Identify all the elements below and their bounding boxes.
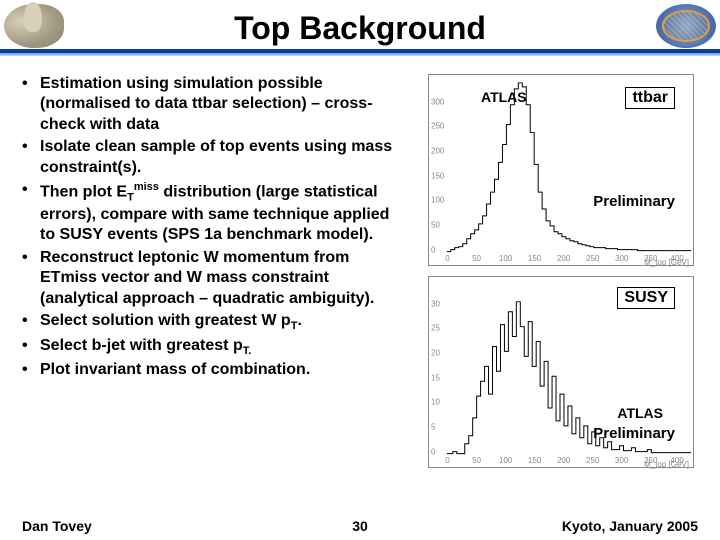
x-axis-label: M_top [GeV] — [644, 460, 689, 469]
ytick: 300 — [431, 97, 444, 106]
xtick: 0 — [445, 254, 449, 263]
footer-venue: Kyoto, January 2005 — [562, 518, 698, 534]
atlas-label: ATLAS — [617, 405, 663, 421]
superscript: miss — [134, 181, 159, 193]
header-divider — [0, 49, 720, 56]
xtick: 300 — [615, 456, 628, 465]
bullet-column: Estimation using simulation possible (no… — [0, 66, 420, 510]
bullet-item: Select solution with greatest W pT. — [22, 311, 408, 333]
atlas-statue-logo — [4, 4, 64, 48]
bullet-item: Plot invariant mass of combination. — [22, 360, 408, 380]
atlas-label: ATLAS — [481, 89, 527, 105]
plot-ttbar: 0 50 100 150 200 250 300 0 50 100 150 20… — [428, 74, 694, 266]
ytick: 30 — [431, 299, 440, 308]
xtick: 150 — [528, 456, 541, 465]
ytick: 15 — [431, 373, 440, 382]
ytick: 200 — [431, 147, 444, 156]
xtick: 0 — [445, 456, 449, 465]
preliminary-label: Preliminary — [593, 193, 675, 210]
xtick: 300 — [615, 254, 628, 263]
xtick: 250 — [586, 456, 599, 465]
ytick: 10 — [431, 398, 440, 407]
plot-column: 0 50 100 150 200 250 300 0 50 100 150 20… — [420, 66, 720, 510]
bullet-text: Reconstruct leptonic W momentum from ETm… — [40, 249, 374, 307]
bullet-list: Estimation using simulation possible (no… — [22, 74, 408, 380]
bullet-text: Isolate clean sample of top events using… — [40, 138, 392, 175]
slide-title: Top Background — [234, 10, 486, 47]
ytick: 150 — [431, 171, 444, 180]
ytick: 25 — [431, 324, 440, 333]
bullet-text: . — [297, 312, 301, 329]
bullet-text: Estimation using simulation possible (no… — [40, 75, 373, 133]
bullet-item: Estimation using simulation possible (no… — [22, 74, 408, 135]
ytick: 50 — [431, 221, 440, 230]
ytick: 20 — [431, 349, 440, 358]
xtick: 250 — [586, 254, 599, 263]
bullet-text: Plot invariant mass of combination. — [40, 361, 310, 378]
footer-author: Dan Tovey — [22, 518, 92, 534]
slide-body: Estimation using simulation possible (no… — [0, 66, 720, 510]
xtick: 200 — [557, 456, 570, 465]
bullet-item: Reconstruct leptonic W momentum from ETm… — [22, 248, 408, 309]
x-axis-label: M_top [GeV] — [644, 258, 689, 267]
bullet-item: Isolate clean sample of top events using… — [22, 137, 408, 178]
preliminary-label: Preliminary — [593, 425, 675, 442]
bullet-text: Select solution with greatest W p — [40, 312, 291, 329]
xtick: 100 — [499, 456, 512, 465]
ytick: 100 — [431, 196, 444, 205]
atlas-detector-logo — [656, 4, 716, 48]
slide-header: Top Background — [0, 0, 720, 56]
slide-footer: Dan Tovey 30 Kyoto, January 2005 — [0, 518, 720, 534]
bullet-item: Then plot ETmiss distribution (large sta… — [22, 180, 408, 246]
xtick: 150 — [528, 254, 541, 263]
bullet-text: Select b-jet with greatest p — [40, 337, 243, 354]
xtick: 100 — [499, 254, 512, 263]
ytick: 0 — [431, 245, 435, 254]
ytick: 0 — [431, 447, 435, 456]
ytick: 5 — [431, 423, 435, 432]
plot-susy: 0 5 10 15 20 25 30 0 50 100 150 200 250 … — [428, 276, 694, 468]
xtick: 50 — [472, 254, 481, 263]
xtick: 200 — [557, 254, 570, 263]
subscript: T. — [243, 345, 252, 357]
ttbar-label: ttbar — [625, 87, 675, 109]
subscript: T — [127, 192, 134, 204]
bullet-text: Then plot E — [40, 184, 127, 201]
xtick: 50 — [472, 456, 481, 465]
footer-page-number: 30 — [352, 518, 368, 534]
bullet-item: Select b-jet with greatest pT. — [22, 336, 408, 358]
ytick: 250 — [431, 122, 444, 131]
susy-label: SUSY — [617, 287, 675, 309]
